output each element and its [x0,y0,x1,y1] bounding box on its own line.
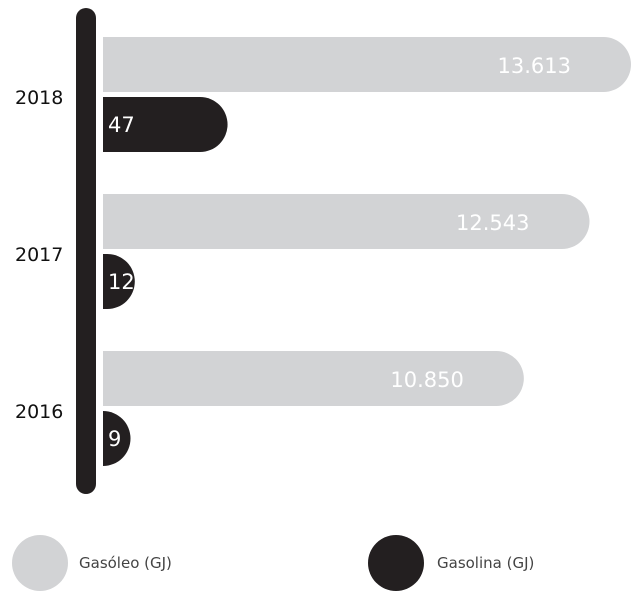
bar-gasoleo-2018 [103,37,631,92]
legend-label-gasoleo: Gasóleo (GJ) [79,554,172,572]
axis-line [76,8,96,494]
value-label-gasolina-2016: 9 [108,427,121,451]
legend: Gasóleo (GJ) Gasolina (GJ) [12,535,534,591]
bar-gasolina-2016 [103,411,131,466]
bar-gasolina-2017 [103,254,135,309]
bar-gasoleo-2017 [103,194,590,249]
year-label-2016: 2016 [15,401,63,423]
labels-layer: 13.613 47 2018 12.543 12 2017 10.850 9 2016 [15,54,571,451]
legend-swatch-gasolina [368,535,424,591]
value-label-gasolina-2017: 12 [108,270,135,294]
legend-label-gasolina: Gasolina (GJ) [437,554,534,572]
value-label-gasoleo-2017: 12.543 [456,211,529,235]
legend-swatch-gasoleo [12,535,68,591]
year-label-2018: 2018 [15,87,63,109]
year-label-2017: 2017 [15,244,63,266]
value-label-gasolina-2018: 47 [108,113,135,137]
value-label-gasoleo-2018: 13.613 [498,54,571,78]
bar-gasolina-2018 [103,97,228,152]
value-label-gasoleo-2016: 10.850 [390,368,463,392]
bar-gasoleo-2016 [103,351,524,406]
bars-layer [103,37,631,466]
